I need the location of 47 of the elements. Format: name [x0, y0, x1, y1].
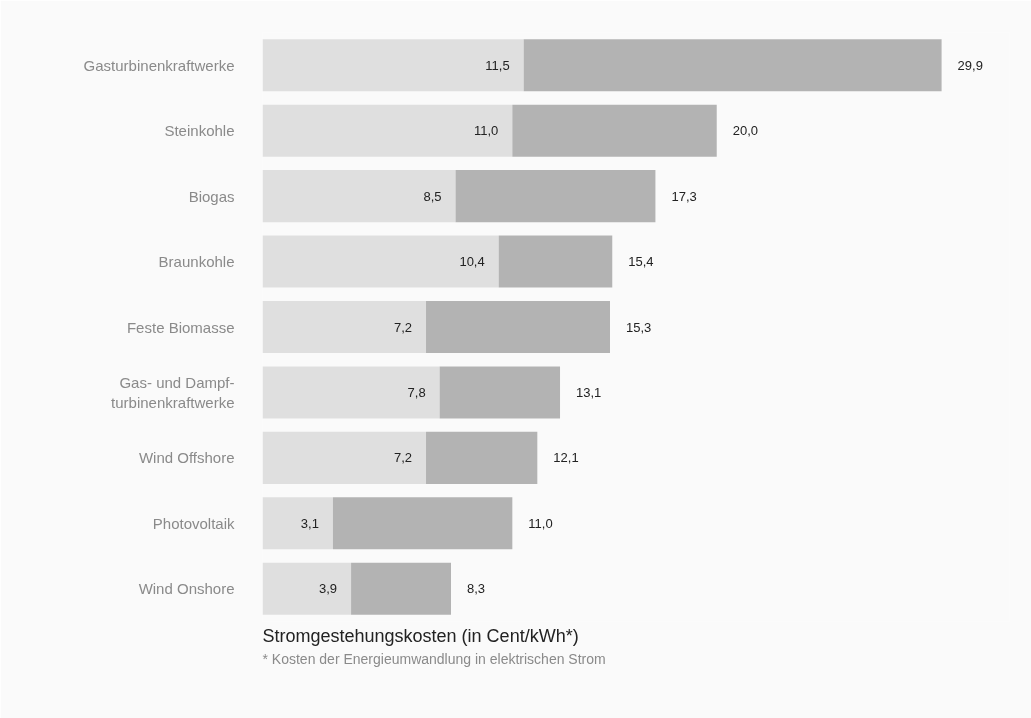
total-label: 15,4: [628, 254, 654, 270]
y-tick-label: Wind Offshore: [138, 449, 235, 467]
bar: [523, 39, 942, 92]
y-tick-label: Biogas: [188, 187, 235, 205]
bar: [498, 235, 613, 288]
y-tick-label: Wind Onshore: [138, 580, 235, 598]
data-label: 11,0: [474, 123, 499, 139]
data-label: 7,2: [393, 319, 413, 335]
bar: [262, 300, 427, 354]
data-label: 11,5: [485, 57, 510, 73]
total-label: 8,3: [467, 581, 486, 597]
data-label: 3,9: [319, 581, 338, 597]
y-tick-label: Steinkohle: [164, 122, 235, 140]
bar: [455, 170, 656, 223]
data-label: 7,8: [407, 384, 426, 400]
total-label: 15,3: [625, 319, 652, 335]
text: * Kosten der Energieumwandlung in elektrischen Strom: [262, 650, 606, 667]
bar: [262, 235, 499, 288]
y-tick-label: Photovoltaik: [152, 514, 235, 532]
total-label: 20,0: [732, 123, 759, 139]
x-axis-title: Stromgestehungskosten (in Cent/kWh*): [262, 625, 579, 646]
total-label: 11,0: [528, 515, 553, 531]
bar: [426, 300, 610, 354]
bar: [512, 104, 717, 157]
bar: [262, 170, 456, 223]
total-label: 13,1: [576, 384, 602, 400]
y-tick-label: Gasturbinenkraftwerke: [83, 56, 235, 74]
data-label: 8,5: [423, 188, 442, 204]
data-label: 3,1: [300, 515, 319, 531]
data-label: 7,2: [393, 450, 413, 466]
y-tick-label: Gas- und Dampf- turbinenkraftwerke: [111, 373, 235, 412]
data-label: 10,4: [459, 254, 485, 270]
bar: [262, 431, 427, 484]
y-tick-label: Braunkohle: [158, 253, 235, 271]
bar: [332, 497, 513, 550]
total-label: 17,3: [671, 188, 697, 204]
bar: [262, 366, 440, 419]
bar: [262, 39, 524, 92]
bar: [262, 562, 352, 615]
y-tick-label: Feste Biomasse: [126, 318, 235, 336]
bar: [426, 431, 538, 484]
bar: [262, 104, 513, 157]
bar: [262, 497, 333, 550]
total-label: 12,1: [553, 450, 579, 466]
bar: [439, 366, 561, 419]
bar: [351, 562, 452, 615]
total-label: 29,9: [957, 57, 983, 73]
